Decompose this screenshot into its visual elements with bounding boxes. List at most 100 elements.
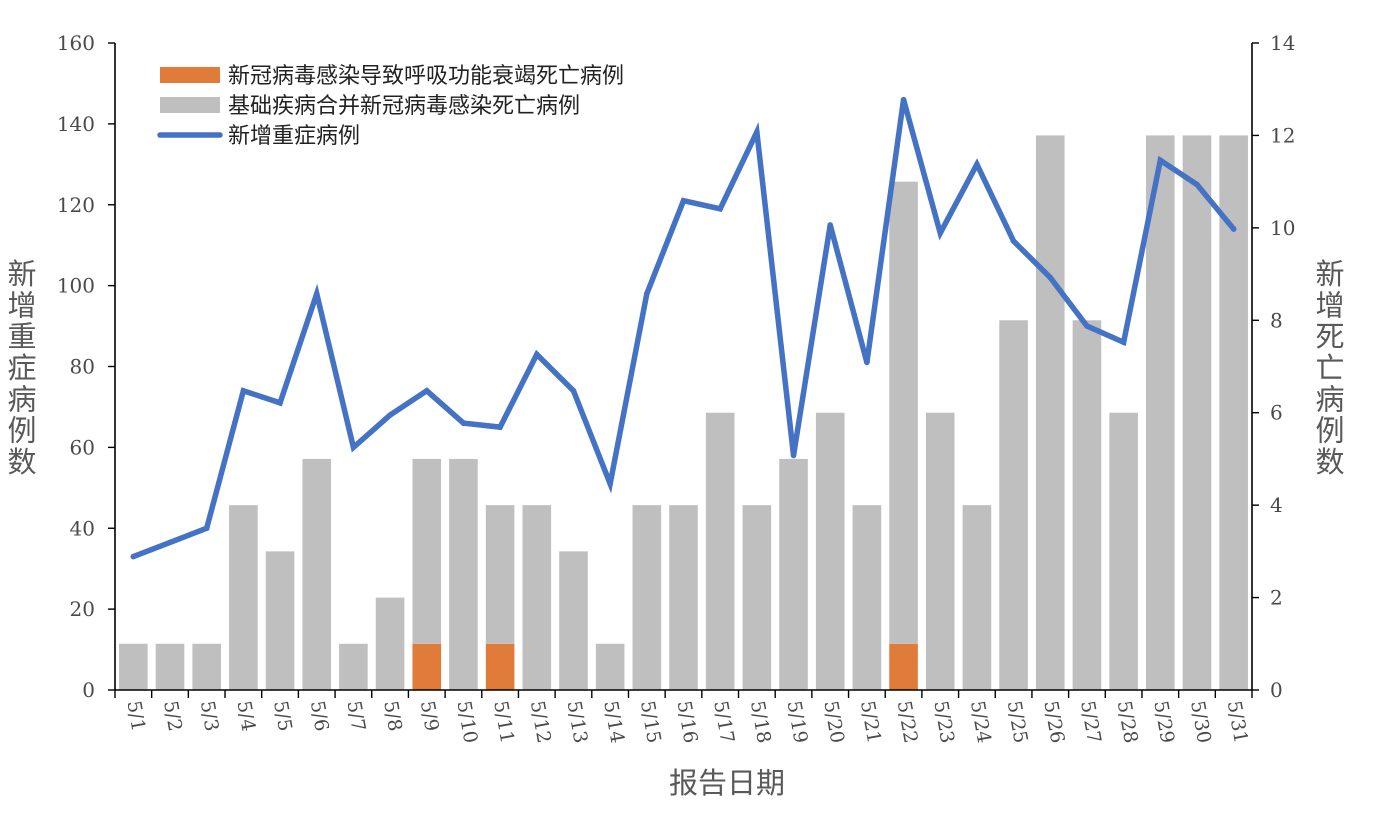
bar-comorbidity-death-5/7 — [339, 643, 368, 690]
bar-comorbidity-death-5/9 — [412, 458, 442, 644]
bar-comorbidity-death-5/22 — [889, 181, 918, 644]
x-tick-label: 5/19 — [783, 699, 812, 745]
y-left-tick-label: 160 — [57, 31, 95, 55]
x-tick-label: 5/17 — [709, 699, 738, 745]
x-tick-label: 5/30 — [1186, 699, 1215, 745]
y-right-tick-label: 14 — [1270, 31, 1295, 55]
x-tick-label: 5/9 — [416, 699, 443, 733]
y-right-tick-label: 6 — [1270, 401, 1283, 425]
point-severe-5/26 — [1047, 274, 1054, 281]
point-severe-5/14 — [607, 480, 613, 487]
bar-comorbidity-death-5/23 — [925, 412, 955, 690]
point-severe-5/28 — [1120, 339, 1127, 346]
point-severe-5/27 — [1084, 323, 1090, 329]
x-tick-label: 5/7 — [342, 699, 369, 733]
x-axis-title: 报告日期 — [669, 766, 785, 800]
x-tick-label: 5/5 — [269, 699, 296, 733]
x-tick-label: 5/13 — [563, 699, 592, 745]
point-severe-5/2 — [167, 539, 173, 546]
y-left-tick-label: 20 — [70, 597, 95, 621]
bar-comorbidity-death-5/3 — [192, 643, 221, 690]
y-axis-title-left: 新增重症病例数 — [7, 257, 36, 479]
x-tick-label: 5/2 — [159, 699, 186, 733]
point-severe-5/19 — [790, 452, 797, 459]
bar-comorbidity-death-5/16 — [669, 505, 698, 690]
bar-comorbidity-death-5/15 — [632, 505, 662, 690]
x-tick-label: 5/22 — [893, 699, 922, 745]
legend-label-severe-cases: 新增重症病例 — [228, 124, 360, 149]
y-right-tick-label: 0 — [1270, 678, 1283, 702]
bar-comorbidity-death-5/29 — [1146, 135, 1175, 690]
bar-respiratory-death-5/11 — [485, 643, 515, 690]
bar-comorbidity-death-5/26 — [1035, 135, 1065, 690]
y-right-tick-label: 10 — [1270, 216, 1295, 240]
y-right-tick-label: 2 — [1270, 586, 1283, 610]
legend-label-respiratory-death: 新冠病毒感染导致呼吸功能衰竭死亡病例 — [228, 64, 624, 89]
point-severe-5/30 — [1194, 181, 1200, 188]
bar-comorbidity-death-5/27 — [1072, 320, 1102, 690]
bar-comorbidity-death-5/13 — [559, 551, 588, 690]
point-severe-5/1 — [130, 553, 137, 560]
x-tick-label: 5/20 — [819, 699, 848, 745]
line-severe-cases — [130, 98, 1237, 560]
y-left-tick-label: 0 — [82, 678, 95, 702]
point-severe-5/23 — [937, 230, 944, 236]
bar-comorbidity-death-5/24 — [962, 505, 992, 690]
x-tick-label: 5/1 — [122, 699, 149, 733]
x-tick-label: 5/10 — [453, 699, 482, 745]
y-right-tick-label: 12 — [1270, 123, 1295, 147]
point-severe-5/31 — [1230, 226, 1237, 232]
point-severe-5/24 — [974, 161, 980, 168]
point-severe-5/17 — [717, 205, 723, 212]
bar-comorbidity-death-5/28 — [1109, 412, 1138, 690]
legend-swatch-comorbidity-death — [160, 97, 220, 113]
x-tick-label: 5/21 — [856, 699, 885, 745]
bars-layer — [119, 135, 1248, 690]
point-severe-5/13 — [570, 387, 577, 394]
x-tick-label: 5/26 — [1039, 699, 1068, 745]
point-severe-5/21 — [864, 359, 870, 366]
point-severe-5/15 — [644, 290, 650, 297]
x-tick-label: 5/6 — [306, 699, 333, 733]
y-left-tick-label: 40 — [70, 516, 95, 540]
point-severe-5/7 — [350, 444, 357, 451]
bar-comorbidity-death-5/8 — [375, 597, 405, 690]
x-tick-label: 5/12 — [526, 699, 555, 745]
bar-comorbidity-death-5/11 — [485, 505, 515, 644]
point-severe-5/12 — [533, 351, 540, 358]
right-ticks-layer: 0 2 4 6 8 10 12 14 — [1252, 31, 1295, 702]
bar-comorbidity-death-5/19 — [779, 458, 808, 690]
category-labels-layer: 5/1 5/2 5/3 5/4 5/5 5/6 5/7 5/8 5/9 5/10 5/11 5/12 5… — [122, 699, 1251, 745]
y-left-tick-label: 140 — [57, 112, 95, 136]
x-tick-label: 5/3 — [196, 699, 223, 733]
legend-swatch-respiratory-death — [160, 67, 220, 83]
x-tick-label: 5/31 — [1223, 699, 1252, 745]
x-tick-label: 5/28 — [1113, 699, 1142, 745]
x-tick-label: 5/18 — [746, 699, 775, 745]
point-severe-5/6 — [313, 290, 320, 297]
y-left-tick-label: 120 — [57, 193, 95, 217]
bar-comorbidity-death-5/2 — [155, 643, 185, 690]
x-tick-label: 5/27 — [1076, 699, 1105, 745]
y-right-tick-label: 4 — [1270, 493, 1283, 517]
x-tick-label: 5/8 — [379, 699, 406, 733]
x-tick-label: 5/29 — [1149, 699, 1178, 745]
point-severe-5/20 — [827, 222, 834, 228]
point-severe-5/8 — [387, 412, 393, 418]
bar-comorbidity-death-5/1 — [119, 643, 148, 690]
x-tick-label: 5/15 — [636, 699, 665, 745]
point-severe-5/25 — [1010, 238, 1017, 244]
bar-respiratory-death-5/9 — [412, 643, 442, 690]
x-tick-label: 5/11 — [489, 699, 518, 745]
y-left-tick-label: 60 — [70, 435, 95, 459]
y-axis-title-right: 新增死亡病例数 — [1315, 257, 1344, 479]
x-tick-label: 5/14 — [599, 699, 628, 745]
bar-comorbidity-death-5/10 — [449, 458, 478, 690]
y-left-tick-label: 80 — [70, 355, 95, 379]
bar-comorbidity-death-5/30 — [1182, 135, 1212, 690]
y-left-tick-label: 100 — [57, 274, 95, 298]
bar-comorbidity-death-5/21 — [852, 505, 882, 690]
point-severe-5/11 — [497, 424, 503, 430]
